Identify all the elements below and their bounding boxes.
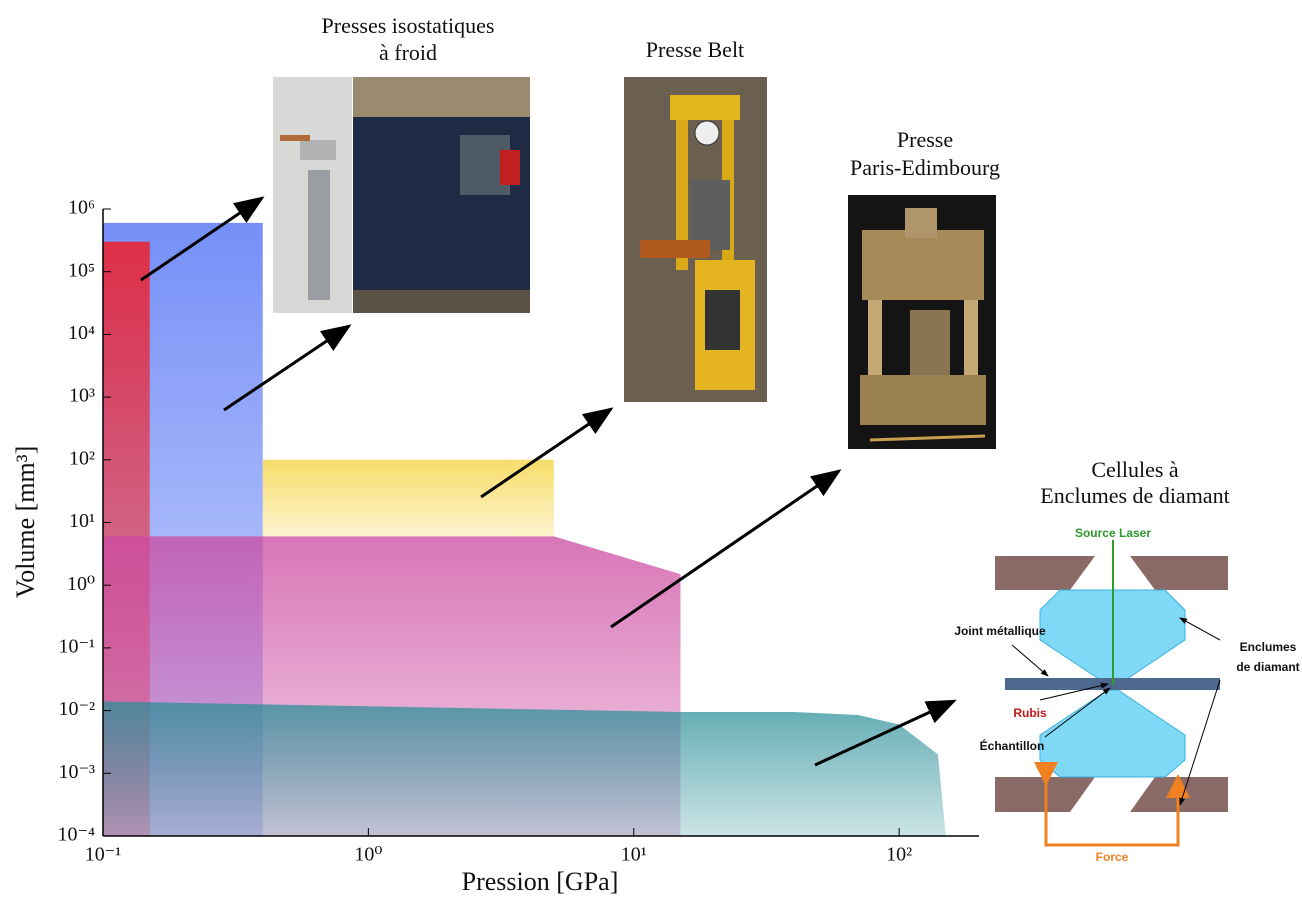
y-tick-label: 10⁵: [68, 259, 95, 281]
plot-area: [103, 222, 946, 837]
diagram-label: de diamant: [1236, 660, 1299, 674]
panel-title: Paris-Edimbourg: [850, 155, 1000, 180]
y-tick-label: 10⁻³: [58, 761, 95, 783]
y-tick-label: 10³: [69, 385, 95, 407]
region: [103, 701, 946, 836]
diagram-label: Enclumes: [1240, 640, 1297, 654]
y-tick-label: 10⁴: [68, 322, 95, 344]
x-tick-label: 10²: [886, 844, 912, 866]
photo-paris-edimbourg: [848, 195, 996, 449]
diamond-cell-diagram: [995, 540, 1228, 847]
y-tick-label: 10⁶: [68, 197, 95, 219]
x-axis-label: Pression [GPa]: [462, 867, 619, 896]
panel-title: Presses isostatiques: [322, 13, 495, 38]
x-tick-label: 10¹: [621, 844, 647, 866]
diagram-label: Joint métallique: [954, 624, 1046, 638]
y-tick-label: 10²: [69, 447, 95, 469]
panel-title: Enclumes de diamant: [1040, 483, 1229, 508]
diagram-label: Rubis: [1013, 706, 1047, 720]
y-tick-label: 10¹: [69, 510, 95, 532]
y-tick-label: 10⁻⁴: [57, 824, 95, 846]
x-tick-label: 10⁰: [354, 844, 382, 866]
y-tick-label: 10⁰: [67, 573, 95, 595]
x-tick-label: 10⁻¹: [85, 844, 122, 866]
panel-title: Presse: [897, 127, 953, 152]
diagram-label: Force: [1096, 850, 1129, 864]
diagram-label: Source Laser: [1075, 526, 1151, 540]
photo-belt: [624, 77, 767, 402]
diagram-label: Échantillon: [980, 738, 1045, 753]
y-tick-label: 10⁻²: [58, 698, 95, 720]
arrows: [140, 196, 957, 767]
y-tick-label: 10⁻¹: [58, 635, 95, 657]
panel-title: Presse Belt: [646, 37, 744, 62]
y-axis-label: Volume [mm³]: [11, 446, 40, 598]
region: [262, 459, 554, 537]
photo-isostatic: [273, 77, 530, 313]
panel-title: à froid: [379, 40, 437, 65]
panel-title: Cellules à: [1091, 457, 1179, 482]
